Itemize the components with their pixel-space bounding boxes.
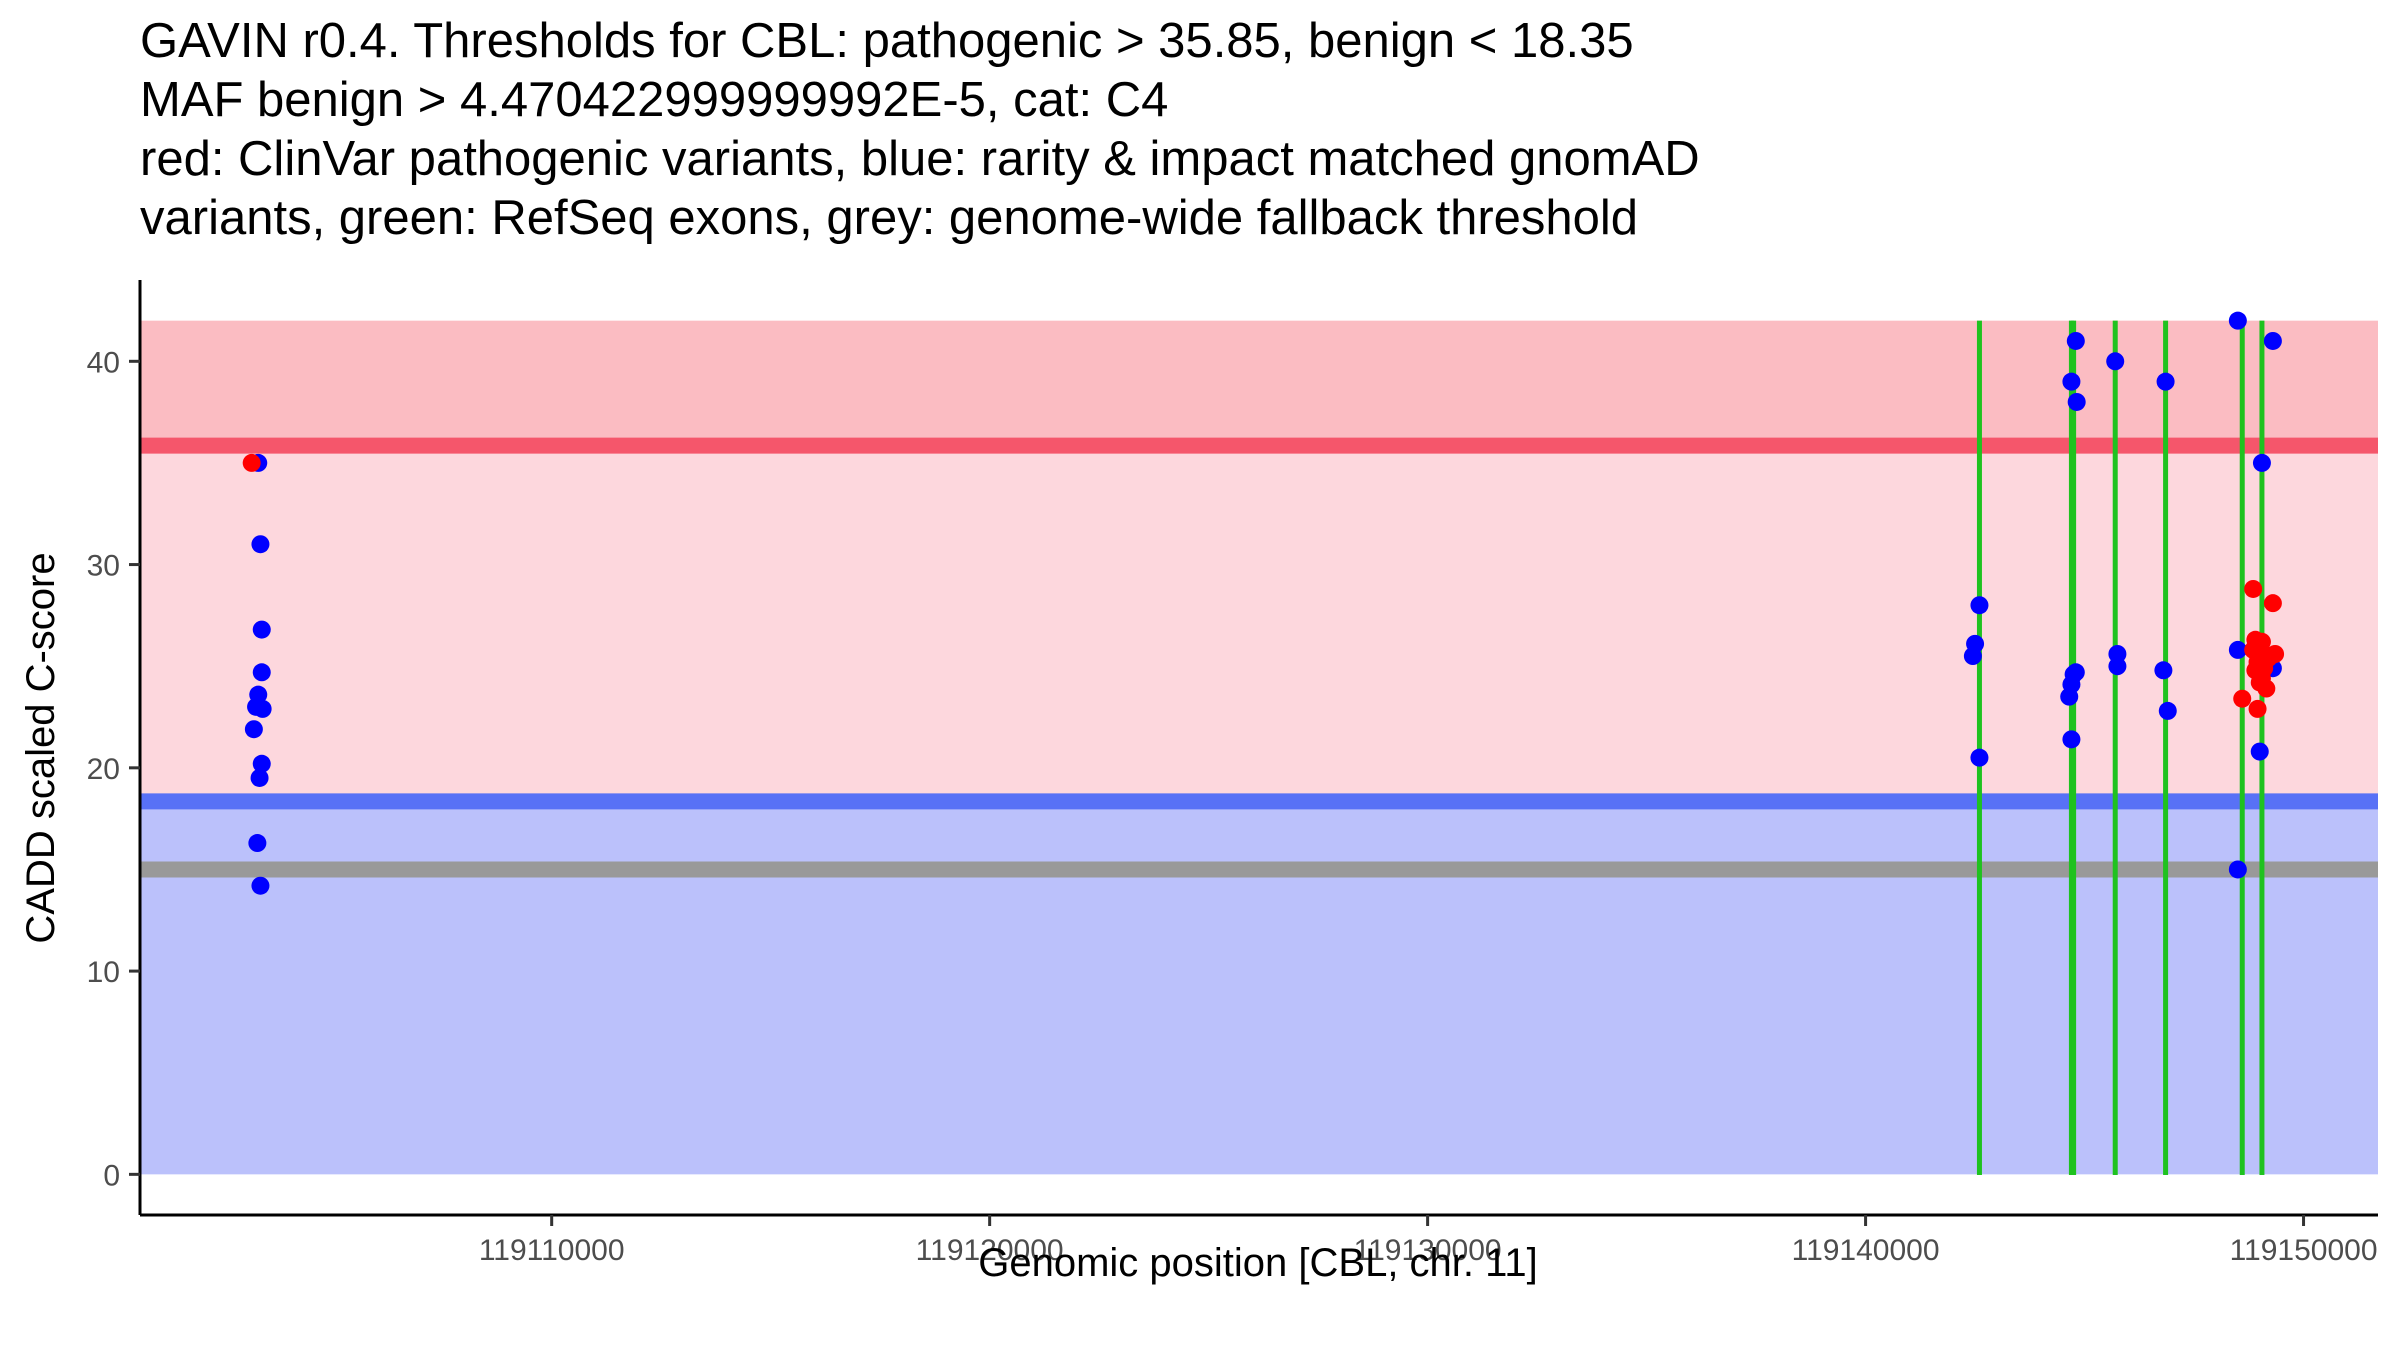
gnomad-point-32 [2228,640,2247,659]
gnomad-point-27 [2108,657,2127,676]
gnomad-point-24 [2062,730,2081,749]
chart-title-line-4: variants, green: RefSeq exons, grey: gen… [140,191,1639,245]
threshold-lines [140,437,2378,878]
gnomad-point-13 [1970,596,1989,615]
gnomad-point-33 [2228,860,2247,879]
gnomad-point-16 [1970,748,1989,767]
gnomad-point-28 [2156,372,2175,391]
clinvar-point-1 [242,453,261,472]
gnomad-point-2 [251,535,270,554]
x-tick-label-3: 119130000 [1354,1234,1502,1267]
x-tick-label-1: 119110000 [479,1234,625,1267]
data-points [242,311,2285,895]
gnomad-point-23 [2060,687,2079,706]
chart-title-block: GAVIN r0.4. Thresholds for CBL: pathogen… [140,12,2340,248]
x-axis-title: Genomic position [CBL, chr. 11] [978,1241,1538,1285]
clinvar-point-3 [2244,579,2263,598]
chart-title-line-3: red: ClinVar pathogenic variants, blue: … [140,132,1700,186]
clinvar-point-4 [2263,594,2282,613]
vus-zone [140,445,2378,802]
clinvar-point-18 [2248,699,2267,718]
chart-title-line-2: MAF benign > 4.470422999999992E-5, cat: … [140,73,1169,127]
y-tick-label-5: 40 [87,346,120,379]
gnomad-point-12 [251,876,270,895]
gnomad-point-7 [253,699,272,718]
x-tick-label-5: 119150000 [2230,1234,2378,1267]
y-axis-ticks: 0 10 20 30 40 [87,346,140,1192]
x-tick-label-2: 119120000 [916,1234,1064,1267]
gnomad-point-35 [2263,331,2282,350]
gnomad-point-37 [2250,742,2269,761]
gnomad-point-30 [2158,701,2177,720]
axes [138,280,2378,1217]
clinvar-point-11 [2266,645,2285,663]
gnomad-point-9 [252,754,271,773]
gnomad-point-10 [250,768,269,787]
gnomad-point-19 [2067,392,2086,411]
clinvar-point-2 [2233,689,2252,708]
gnomad-point-25 [2106,352,2125,371]
gnomad-point-34 [2252,453,2271,472]
x-axis-ticks: 119110000 119120000 119130000 119140000 1191… [479,1215,2378,1267]
chart-title-line-1: GAVIN r0.4. Thresholds for CBL: pathogen… [140,14,1634,68]
pathogenic-zone [140,320,2378,446]
benign-zone [140,801,2378,1175]
x-tick-label-4: 119140000 [1792,1234,1940,1267]
y-tick-label-3: 20 [87,753,120,786]
y-tick-label-2: 10 [87,956,120,989]
y-tick-label-4: 30 [87,550,120,583]
gnomad-point-4 [252,663,271,682]
y-tick-label-1: 0 [103,1159,120,1192]
gnomad-point-8 [244,720,263,739]
y-axis-title: CADD scaled C-score [19,552,63,943]
clinvar-point-17 [2257,679,2276,698]
gnomad-point-17 [2066,331,2085,350]
gnomad-point-3 [252,620,271,639]
gnomad-point-15 [1963,647,1982,666]
gnomad-point-11 [248,834,267,853]
gnomad-point-18 [2062,372,2081,391]
gnomad-point-31 [2228,311,2247,330]
gnomad-point-29 [2154,661,2173,680]
